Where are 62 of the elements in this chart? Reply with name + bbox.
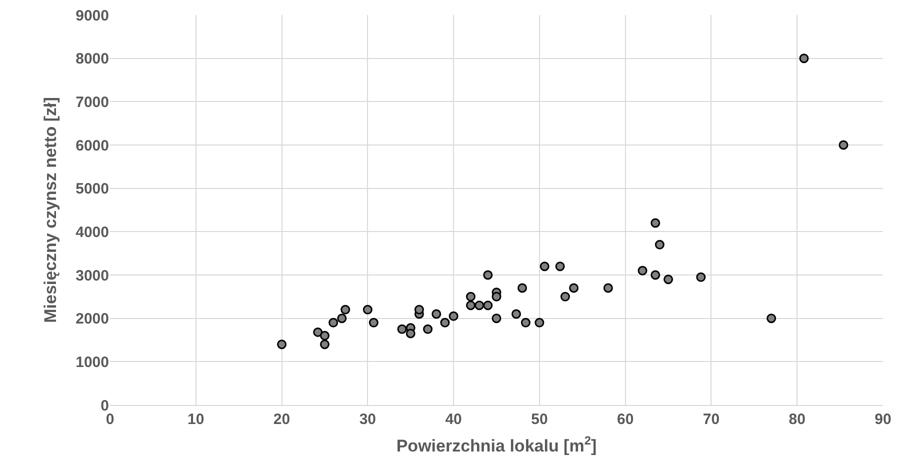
x-tick-label: 10	[188, 411, 204, 428]
point	[466, 300, 476, 310]
point	[448, 311, 458, 321]
x-axis-title: Powierzchnia lokalu [m$^{2}$]	[396, 433, 597, 456]
y-tick-label: 6000	[76, 137, 109, 154]
point	[534, 318, 544, 328]
point	[638, 266, 648, 276]
point	[492, 314, 502, 324]
x-tick-label: 30	[359, 411, 376, 428]
y-tick-label: 7000	[76, 94, 109, 111]
x-tick-label: 50	[531, 411, 548, 428]
point	[483, 270, 493, 280]
point	[603, 283, 613, 293]
y-tick-label: 1000	[76, 354, 109, 371]
point	[838, 140, 848, 150]
y-axis-title: Miesięczny czynsz netto [zł]	[41, 97, 60, 323]
point	[397, 324, 407, 334]
point	[650, 270, 660, 280]
x-tick-label: 80	[788, 411, 806, 428]
point	[277, 340, 287, 350]
x-tick-label: 40	[445, 411, 462, 428]
point	[540, 262, 550, 272]
point	[799, 54, 809, 64]
point	[440, 318, 450, 328]
x-tick-label: 20	[273, 411, 290, 428]
point	[654, 240, 664, 250]
point	[337, 314, 347, 324]
point	[328, 318, 338, 328]
y-tick-label: 2000	[76, 310, 109, 328]
point	[520, 318, 530, 328]
point	[423, 324, 433, 334]
point	[696, 272, 706, 282]
x-tick-label: 60	[616, 411, 634, 428]
point	[368, 318, 378, 328]
point	[766, 314, 776, 324]
point	[483, 300, 493, 310]
point	[569, 283, 579, 293]
y-tick-label: 8000	[76, 50, 109, 68]
point	[518, 283, 528, 293]
point	[560, 292, 570, 302]
x-tick-label: 90	[874, 411, 892, 428]
y-tick-label: 3000	[76, 267, 109, 284]
y-tick-label: 4000	[76, 224, 109, 241]
point	[320, 330, 330, 340]
y-tick-label: 9000	[76, 7, 109, 24]
y-tick-label: 0	[100, 397, 109, 414]
point	[650, 218, 660, 228]
point	[320, 340, 330, 350]
point	[406, 328, 416, 338]
point	[555, 262, 565, 272]
point	[474, 300, 484, 310]
point	[414, 304, 424, 314]
point	[512, 309, 521, 319]
point	[313, 327, 323, 337]
point	[492, 292, 502, 302]
point	[466, 292, 476, 302]
point	[340, 304, 350, 314]
y-tick-label: 5000	[76, 180, 109, 198]
x-tick-label: 70	[702, 411, 720, 428]
point	[362, 304, 372, 314]
point	[432, 309, 442, 319]
point	[664, 274, 674, 284]
